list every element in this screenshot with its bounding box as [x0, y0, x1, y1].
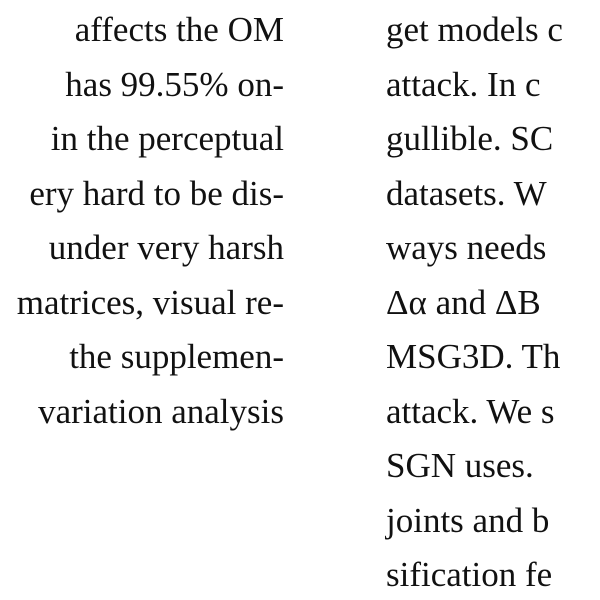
right-line-3: gullible. SC — [386, 119, 554, 158]
left-line-3: in the perceptual — [50, 119, 284, 158]
right-line-11: sification fe — [386, 555, 553, 594]
right-line-10: joints and b — [386, 500, 550, 540]
left-text-column: affects the OM has 99.55% on- in the per… — [17, 0, 284, 436]
right-line-7: MSG3D. Th — [386, 337, 561, 376]
left-line-6: matrices, visual re- — [16, 282, 284, 322]
right-line-2: attack. In c — [386, 64, 541, 104]
left-line-4: ery hard to be dis- — [29, 173, 284, 213]
right-line-8: attack. We s — [386, 391, 555, 431]
right-line-5: ways needs — [386, 228, 547, 267]
left-line-5: under very harsh — [48, 228, 284, 267]
left-line-1: affects the OM — [74, 10, 284, 49]
right-line-6: Δα and ΔB — [386, 282, 541, 322]
left-line-7: the supplemen- — [69, 337, 284, 376]
left-line-8: variation analysis — [38, 391, 284, 431]
right-text-column: get models c attack. In c gullible. SC d… — [386, 0, 563, 600]
right-line-4: datasets. W — [386, 173, 547, 213]
right-line-9: SGN uses. — [386, 446, 534, 485]
left-line-2: has 99.55% on- — [65, 64, 284, 104]
right-line-1: get models c — [386, 10, 563, 49]
